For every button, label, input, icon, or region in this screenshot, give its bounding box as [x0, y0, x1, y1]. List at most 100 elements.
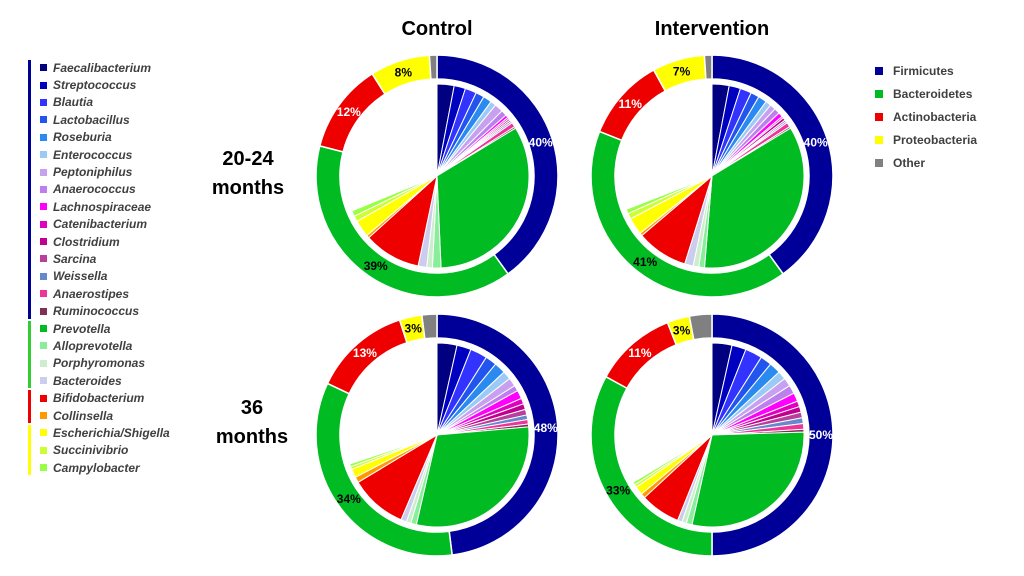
legend-group-proteobacteria: Escherichia/Shigella Succinivibrio Campylo…: [28, 424, 228, 476]
legend-swatch: [40, 168, 47, 176]
legend-label: Bifidobacterium: [53, 391, 145, 406]
outer-slice-label-actinobacteria: 11%: [628, 346, 652, 360]
legend-item-ruminococcus: Ruminococcus: [28, 302, 228, 319]
legend-label: Weissella: [53, 269, 108, 284]
legend-swatch: [40, 255, 47, 263]
legend-item-escherichia-shigella: Escherichia/Shigella: [28, 424, 228, 441]
outer-slice-label-actinobacteria: 12%: [337, 105, 361, 119]
legend-item-peptoniphilus: Peptoniphilus: [28, 163, 228, 180]
legend-label: Collinsella: [53, 408, 114, 423]
inner-slice-campylobacter: [625, 175, 713, 215]
legend-item-weissella: Weissella: [28, 268, 228, 285]
legend-label: Campylobacter: [53, 460, 140, 475]
legend-swatch: [40, 98, 47, 106]
legend-label: Sarcina: [53, 251, 97, 266]
legend-swatch: [40, 377, 47, 385]
legend-swatch: [40, 446, 47, 454]
outer-slice-label-firmicutes: 40%: [804, 135, 828, 149]
legend-swatch: [40, 342, 47, 350]
legend-swatch: [40, 412, 47, 419]
inner-slice-prevotella: [691, 431, 805, 528]
phylum-legend-item-bacteroidetes: Bacteroidetes: [875, 82, 977, 105]
legend-group-bar: [28, 390, 31, 424]
legend-item-anaerococcus: Anaerococcus: [28, 181, 228, 198]
legend-label: Clostridium: [53, 234, 120, 249]
outer-slice-label-firmicutes: 48%: [534, 421, 558, 435]
legend-swatch: [40, 359, 47, 367]
inner-slice-campylobacter: [632, 434, 713, 486]
inner-slice-campylobacter: [349, 434, 438, 468]
phylum-legend-item-proteobacteria: Proteobacteria: [875, 129, 977, 152]
inner-slice-prevotella: [415, 426, 530, 528]
row-title-line1: 36: [240, 397, 264, 419]
legend-label: Peptoniphilus: [53, 165, 133, 180]
outer-slice-label-proteobacteria: 3%: [673, 323, 691, 337]
outer-slice-label-proteobacteria: 7%: [673, 64, 691, 78]
outer-slice-other: [428, 54, 438, 80]
legend-label: Ruminococcus: [53, 304, 140, 319]
outer-slice-other: [703, 54, 713, 80]
legend-item-lactobacillus: Lactobacillus: [28, 111, 228, 128]
phylum-legend-item-actinobacteria: Actinobacteria: [875, 105, 977, 128]
legend-swatch: [875, 89, 883, 98]
legend-swatch: [40, 290, 47, 298]
legend-swatch: [40, 220, 47, 228]
legend-group-actinobacteria: Bifidobacterium Collinsella: [28, 389, 228, 424]
outer-slice-other: [420, 313, 438, 340]
legend-group-bar: [28, 60, 31, 319]
phylum-legend-item-firmicutes: Firmicutes: [875, 59, 977, 82]
legend-group-bar: [28, 320, 31, 389]
outer-slice-label-bacteroidetes: 39%: [364, 259, 388, 273]
legend-item-streptococcus: Streptococcus: [28, 76, 228, 93]
legend-item-blautia: Blautia: [28, 94, 228, 111]
row-title-line2: months: [215, 426, 289, 448]
column-title-intervention: Intervention: [654, 18, 770, 40]
outer-slice-label-actinobacteria: 11%: [619, 97, 643, 111]
legend-label: Lactobacillus: [53, 112, 130, 127]
pie-intervention-20-24-months: 40% 41% 11% 7%: [590, 54, 834, 298]
inner-slice-prevotella: [703, 127, 805, 269]
legend-item-succinivibrio: Succinivibrio: [28, 442, 228, 459]
row-title-line1: 20-24: [222, 148, 274, 170]
legend-label: Firmicutes: [893, 63, 954, 78]
legend-label: Proteobacteria: [893, 133, 978, 148]
legend-item-alloprevotella: Alloprevotella: [28, 337, 228, 354]
phylum-legend-item-other: Other: [875, 152, 977, 175]
outer-slice-other: [688, 313, 713, 341]
inner-slice-prevotella: [436, 127, 530, 269]
legend-label: Bacteroides: [53, 373, 122, 388]
legend-label: Prevotella: [53, 321, 111, 336]
legend-label: Anaerostipes: [53, 286, 130, 301]
legend-swatch: [875, 159, 883, 168]
legend-item-bacteroides: Bacteroides: [28, 372, 228, 389]
legend-swatch: [40, 307, 47, 315]
legend-label: Succinivibrio: [53, 443, 129, 458]
outer-slice-label-firmicutes: 50%: [809, 428, 833, 442]
legend-item-prevotella: Prevotella: [28, 320, 228, 337]
column-title-control: Control: [401, 18, 473, 40]
legend-group-bacteroidetes: Prevotella Alloprevotella Porphyromonas Bac…: [28, 320, 228, 390]
legend-swatch: [40, 394, 47, 402]
outer-slice-label-bacteroidetes: 41%: [633, 255, 657, 269]
legend-swatch: [40, 325, 47, 333]
legend-item-campylobacter: Campylobacter: [28, 459, 228, 476]
legend-item-porphyromonas: Porphyromonas: [28, 355, 228, 372]
row-title-20-24-months: 20-24 months: [178, 145, 318, 203]
legend-label: Lachnospiraceae: [53, 199, 152, 214]
legend-label: Bacteroidetes: [893, 86, 973, 101]
legend-swatch: [40, 203, 47, 211]
legend-label: Anaerococcus: [53, 182, 136, 197]
outer-slice-label-actinobacteria: 13%: [353, 346, 377, 360]
outer-slice-label-proteobacteria: 8%: [395, 65, 413, 79]
legend-swatch: [40, 151, 47, 159]
legend-label: Faecalibacterium: [53, 60, 152, 75]
pie-control-20-24-months: 40% 39% 12% 8%: [315, 54, 559, 298]
legend-group-bar: [28, 425, 31, 476]
legend-swatch: [40, 64, 47, 72]
legend-swatch: [40, 238, 47, 246]
legend-item-bifidobacterium: Bifidobacterium: [28, 389, 228, 406]
genus-legend: Faecalibacterium Streptococcus Blautia Lact…: [28, 59, 228, 476]
legend-item-clostridium: Clostridium: [28, 233, 228, 250]
legend-label: Escherichia/Shigella: [53, 425, 170, 440]
